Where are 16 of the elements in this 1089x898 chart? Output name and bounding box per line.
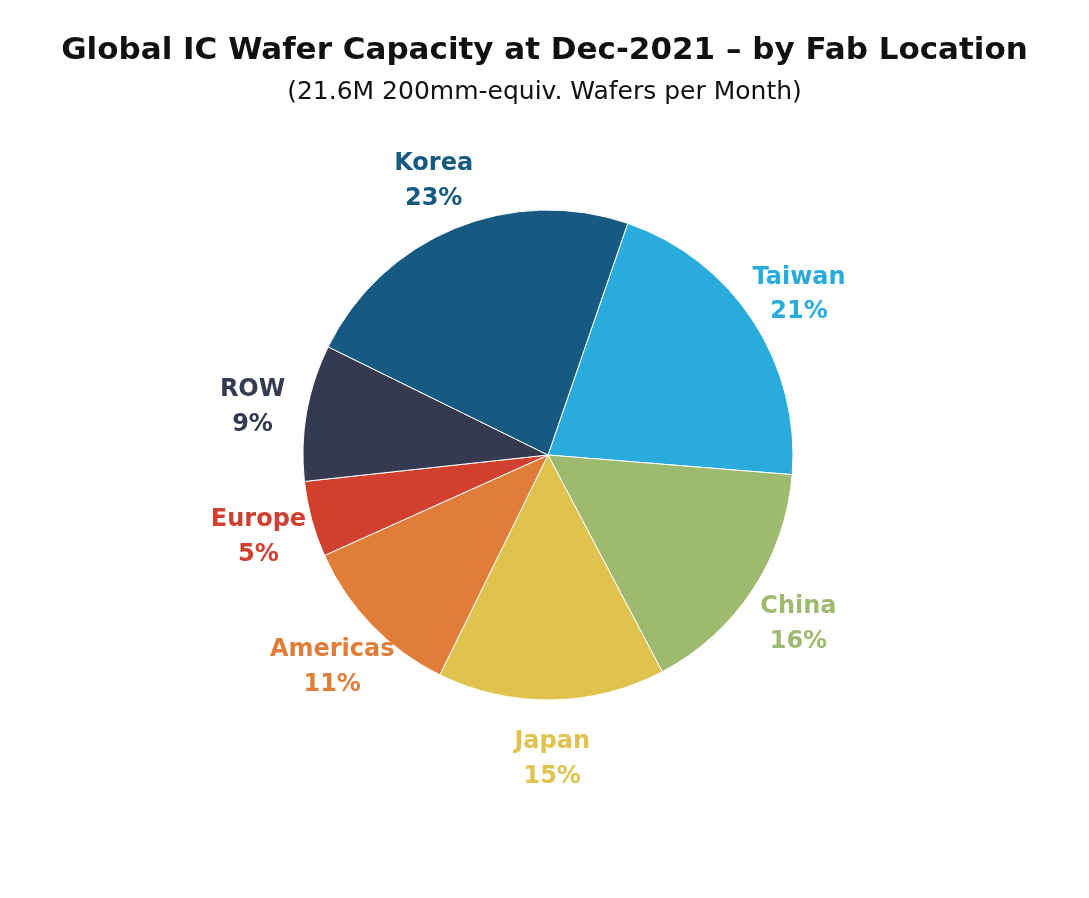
slice-label: Europe [210, 504, 307, 533]
chart-subtitle: (21.6M 200mm-equiv. Wafers per Month) [286, 76, 803, 105]
slice-label: China [760, 590, 837, 619]
slice-label: Japan [512, 725, 590, 754]
data-label: 15% [523, 760, 581, 789]
data-label: 11% [303, 669, 361, 697]
chart-title: Global IC Wafer Capacity at Dec-2021 – by Fab Location [60, 29, 1029, 66]
data-label: 21% [770, 296, 828, 325]
data-label: 9% [232, 408, 273, 437]
slice-label: Korea [394, 148, 474, 177]
data-label: 23% [404, 183, 463, 212]
slice-label: Taiwan [752, 261, 846, 290]
data-label: 5% [238, 539, 279, 568]
data-label: 16% [769, 625, 828, 654]
slice-label: ROW [219, 373, 286, 402]
slice-label: Americas [269, 634, 395, 663]
